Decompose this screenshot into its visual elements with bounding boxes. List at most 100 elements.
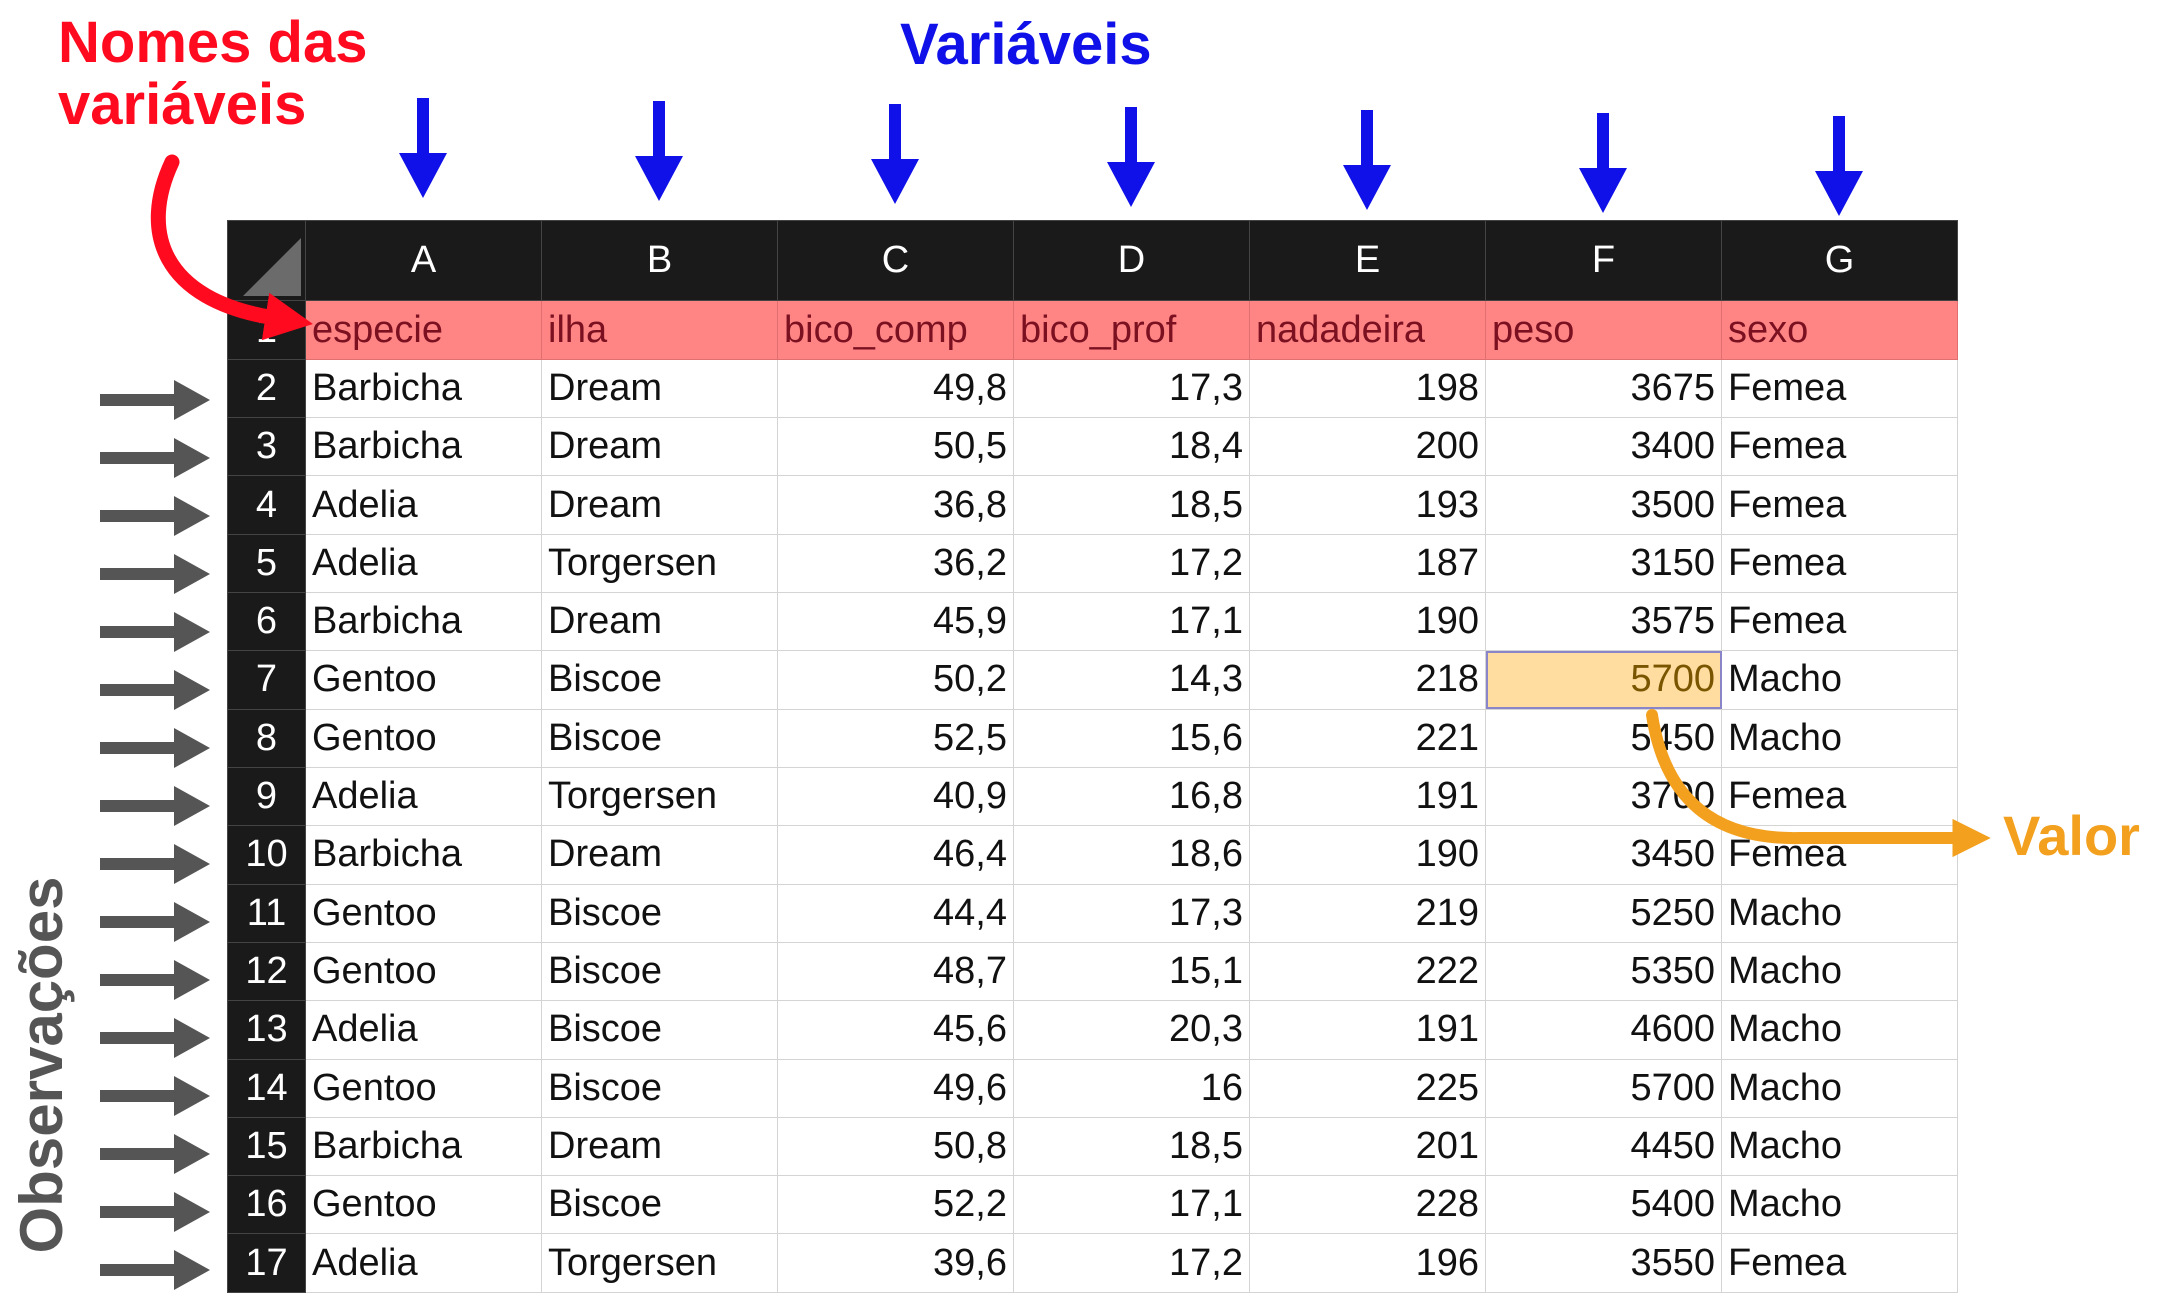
cell-ilha[interactable]: Torgersen	[541, 1233, 778, 1293]
row-number[interactable]: 17	[227, 1233, 306, 1293]
cell-ilha[interactable]: Biscoe	[541, 650, 778, 710]
cell-bico-prof[interactable]: 18,4	[1013, 417, 1250, 477]
cell-bico-comp[interactable]: 52,5	[777, 708, 1014, 768]
cell-bico-prof[interactable]: 16	[1013, 1058, 1250, 1118]
cell-bico-comp[interactable]: 52,2	[777, 1175, 1014, 1235]
cell-nadadeira[interactable]: 218	[1249, 650, 1486, 710]
cell-sexo[interactable]: Macho	[1721, 708, 1958, 768]
header-cell-especie[interactable]: especie	[305, 300, 542, 360]
cell-peso[interactable]: 3150	[1485, 533, 1722, 594]
cell-peso[interactable]: 3400	[1485, 417, 1722, 477]
cell-especie[interactable]: Gentoo	[305, 1058, 542, 1118]
cell-especie[interactable]: Adelia	[305, 1000, 542, 1060]
row-number[interactable]: 6	[227, 591, 306, 652]
cell-nadadeira[interactable]: 187	[1249, 533, 1486, 594]
cell-bico-comp[interactable]: 48,7	[777, 941, 1014, 1002]
cell-nadadeira[interactable]: 196	[1249, 1233, 1486, 1293]
cell-bico-comp[interactable]: 36,2	[777, 533, 1014, 594]
cell-bico-comp[interactable]: 46,4	[777, 825, 1014, 885]
row-number[interactable]: 2	[227, 358, 306, 419]
cell-peso[interactable]: 3500	[1485, 475, 1722, 535]
cell-nadadeira[interactable]: 191	[1249, 1000, 1486, 1060]
cell-sexo[interactable]: Femea	[1721, 1233, 1958, 1293]
cell-sexo[interactable]: Macho	[1721, 1058, 1958, 1118]
cell-nadadeira[interactable]: 190	[1249, 825, 1486, 885]
cell-peso[interactable]: 5450	[1485, 708, 1722, 768]
cell-sexo[interactable]: Femea	[1721, 475, 1958, 535]
cell-especie[interactable]: Barbicha	[305, 1116, 542, 1177]
cell-ilha[interactable]: Biscoe	[541, 1058, 778, 1118]
column-header-a[interactable]: A	[305, 219, 542, 302]
cell-especie[interactable]: Gentoo	[305, 941, 542, 1002]
cell-nadadeira[interactable]: 191	[1249, 766, 1486, 827]
cell-sexo[interactable]: Femea	[1721, 591, 1958, 652]
cell-especie[interactable]: Adelia	[305, 766, 542, 827]
cell-ilha[interactable]: Biscoe	[541, 1000, 778, 1060]
cell-ilha[interactable]: Torgersen	[541, 533, 778, 594]
cell-bico-prof[interactable]: 14,3	[1013, 650, 1250, 710]
cell-sexo[interactable]: Femea	[1721, 358, 1958, 419]
header-cell-sexo[interactable]: sexo	[1721, 300, 1958, 360]
cell-bico-comp[interactable]: 49,6	[777, 1058, 1014, 1118]
cell-sexo[interactable]: Macho	[1721, 883, 1958, 943]
cell-nadadeira[interactable]: 225	[1249, 1058, 1486, 1118]
row-number[interactable]: 9	[227, 766, 306, 827]
cell-especie[interactable]: Gentoo	[305, 650, 542, 710]
cell-sexo[interactable]: Macho	[1721, 650, 1958, 710]
row-number[interactable]: 10	[227, 825, 306, 885]
cell-especie[interactable]: Adelia	[305, 475, 542, 535]
cell-peso[interactable]: 4600	[1485, 1000, 1722, 1060]
cell-peso[interactable]: 3575	[1485, 591, 1722, 652]
cell-bico-comp[interactable]: 40,9	[777, 766, 1014, 827]
cell-bico-comp[interactable]: 45,9	[777, 591, 1014, 652]
column-header-b[interactable]: B	[541, 219, 778, 302]
cell-bico-prof[interactable]: 16,8	[1013, 766, 1250, 827]
select-all-corner[interactable]	[227, 219, 306, 302]
cell-peso[interactable]: 5350	[1485, 941, 1722, 1002]
cell-ilha[interactable]: Dream	[541, 825, 778, 885]
cell-bico-prof[interactable]: 20,3	[1013, 1000, 1250, 1060]
cell-nadadeira[interactable]: 219	[1249, 883, 1486, 943]
column-header-f[interactable]: F	[1485, 219, 1722, 302]
cell-sexo[interactable]: Femea	[1721, 766, 1958, 827]
cell-bico-prof[interactable]: 15,1	[1013, 941, 1250, 1002]
cell-sexo[interactable]: Macho	[1721, 941, 1958, 1002]
cell-ilha[interactable]: Dream	[541, 417, 778, 477]
cell-bico-comp[interactable]: 50,8	[777, 1116, 1014, 1177]
cell-peso[interactable]: 3675	[1485, 358, 1722, 419]
cell-sexo[interactable]: Macho	[1721, 1116, 1958, 1177]
cell-especie[interactable]: Gentoo	[305, 883, 542, 943]
cell-bico-comp[interactable]: 44,4	[777, 883, 1014, 943]
cell-bico-comp[interactable]: 50,5	[777, 417, 1014, 477]
cell-especie[interactable]: Barbicha	[305, 825, 542, 885]
row-number[interactable]: 15	[227, 1116, 306, 1177]
cell-bico-prof[interactable]: 18,5	[1013, 475, 1250, 535]
column-header-c[interactable]: C	[777, 219, 1014, 302]
cell-bico-comp[interactable]: 49,8	[777, 358, 1014, 419]
cell-ilha[interactable]: Biscoe	[541, 708, 778, 768]
header-cell-bico-comp[interactable]: bico_comp	[777, 300, 1014, 360]
cell-nadadeira[interactable]: 221	[1249, 708, 1486, 768]
cell-peso[interactable]: 5250	[1485, 883, 1722, 943]
cell-nadadeira[interactable]: 193	[1249, 475, 1486, 535]
header-cell-peso[interactable]: peso	[1485, 300, 1722, 360]
row-number[interactable]: 5	[227, 533, 306, 594]
cell-ilha[interactable]: Biscoe	[541, 941, 778, 1002]
cell-peso[interactable]: 3550	[1485, 1233, 1722, 1293]
row-number[interactable]: 3	[227, 417, 306, 477]
cell-bico-prof[interactable]: 15,6	[1013, 708, 1250, 768]
cell-bico-comp[interactable]: 39,6	[777, 1233, 1014, 1293]
cell-bico-prof[interactable]: 18,6	[1013, 825, 1250, 885]
cell-peso[interactable]: 4450	[1485, 1116, 1722, 1177]
header-cell-ilha[interactable]: ilha	[541, 300, 778, 360]
cell-sexo[interactable]: Femea	[1721, 533, 1958, 594]
cell-especie[interactable]: Barbicha	[305, 417, 542, 477]
row-number[interactable]: 16	[227, 1175, 306, 1235]
row-number[interactable]: 13	[227, 1000, 306, 1060]
cell-bico-comp[interactable]: 45,6	[777, 1000, 1014, 1060]
row-number[interactable]: 14	[227, 1058, 306, 1118]
cell-especie[interactable]: Gentoo	[305, 1175, 542, 1235]
column-header-d[interactable]: D	[1013, 219, 1250, 302]
cell-especie[interactable]: Barbicha	[305, 358, 542, 419]
cell-peso[interactable]: 3450	[1485, 825, 1722, 885]
